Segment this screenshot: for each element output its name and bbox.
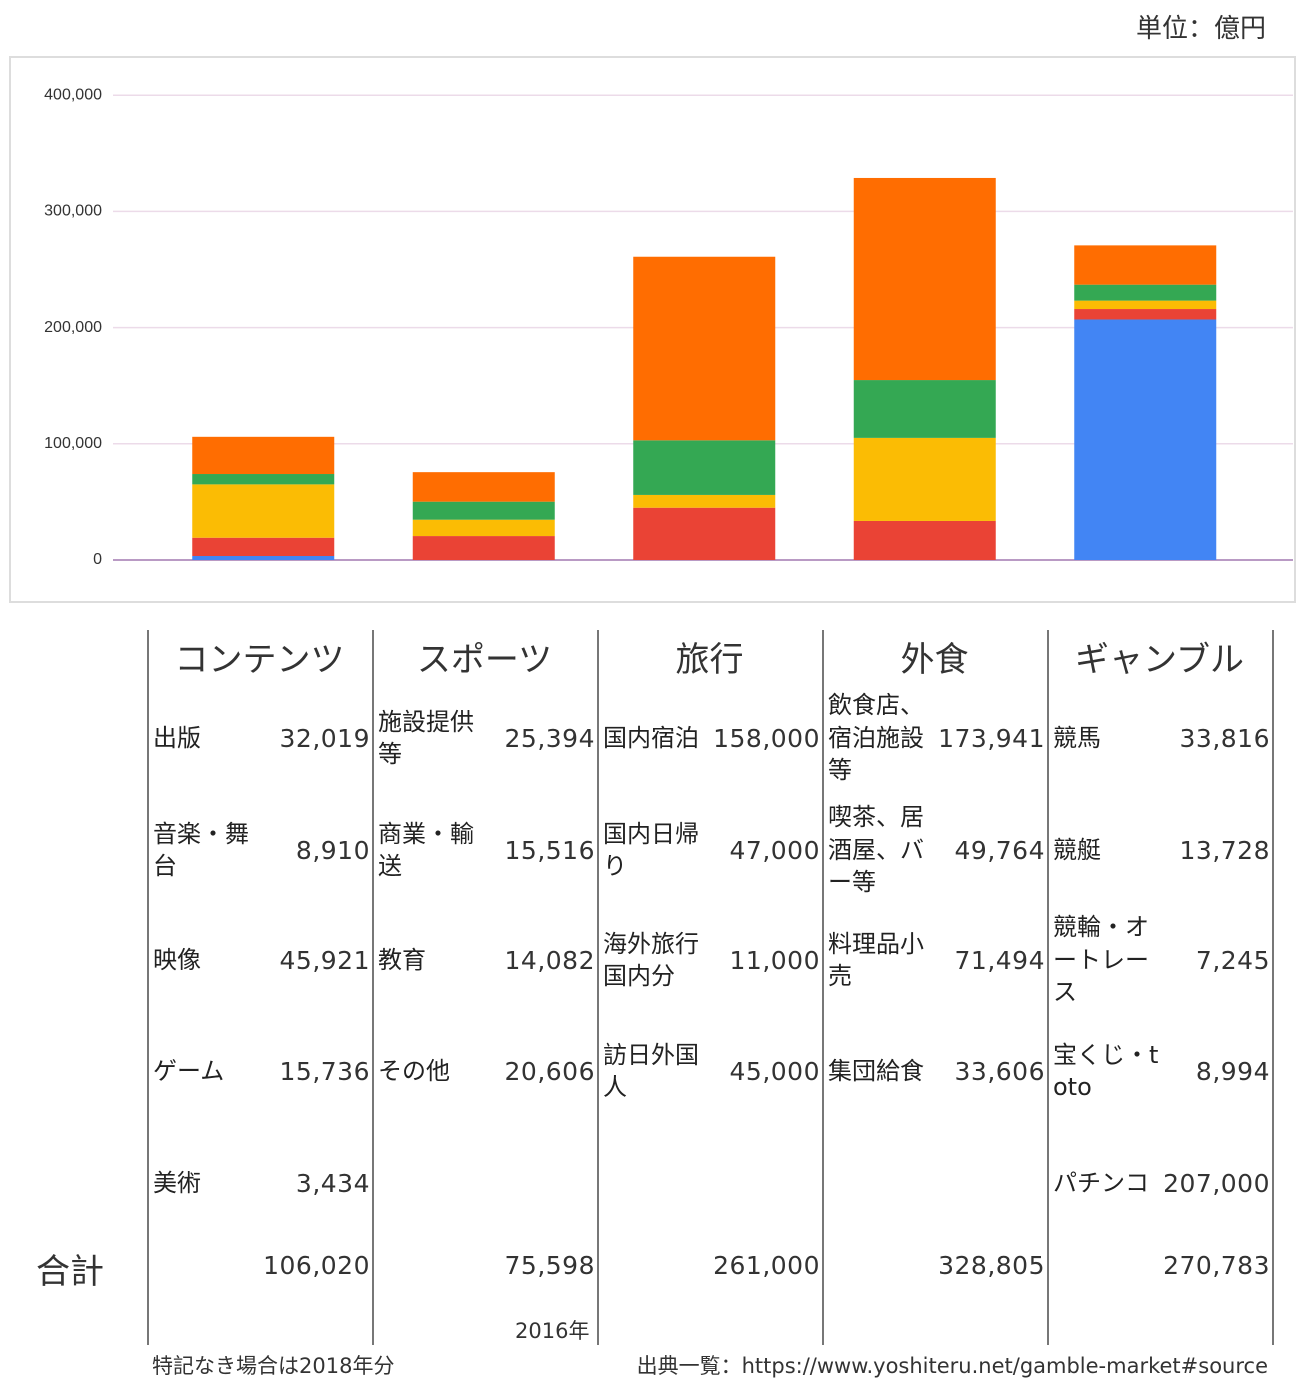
total-value: 75,598 xyxy=(504,1250,595,1280)
item-label: 商業・輸送 xyxy=(378,819,474,880)
column-divider xyxy=(372,630,374,1345)
bar-segment xyxy=(1074,284,1217,301)
column-divider xyxy=(1272,630,1274,1345)
y-tick-label: 200,000 xyxy=(44,319,102,336)
item-label: ゲーム xyxy=(153,1056,225,1085)
item-value: 20,606 xyxy=(504,1056,595,1086)
item-label: 料理品小売 xyxy=(828,929,924,990)
item-value: 33,816 xyxy=(1179,723,1270,753)
bar-segment xyxy=(1074,245,1217,285)
item-label: 集団給食 xyxy=(828,1056,924,1085)
item-label: 喫茶、居酒屋、バー等 xyxy=(828,803,924,897)
column-divider xyxy=(597,630,599,1345)
item-value: 158,000 xyxy=(713,723,820,753)
item-label: 海外旅行国内分 xyxy=(603,929,699,990)
item-value: 15,516 xyxy=(504,835,595,865)
bar-segment xyxy=(412,472,555,502)
column-divider xyxy=(1047,630,1049,1345)
bar-segment xyxy=(192,537,335,557)
y-tick-label: 300,000 xyxy=(44,203,102,220)
bar-segment xyxy=(192,556,335,560)
item-value: 45,000 xyxy=(729,1056,820,1086)
item-label: 施設提供等 xyxy=(378,707,474,768)
bar-segment xyxy=(1074,300,1217,310)
item-label: 国内宿泊 xyxy=(603,723,699,752)
bar-segment xyxy=(853,380,996,438)
bar-segment xyxy=(192,484,335,538)
item-value: 8,910 xyxy=(295,835,370,865)
bar-segment xyxy=(1074,319,1217,560)
item-label: 競馬 xyxy=(1053,723,1101,752)
item-value: 13,728 xyxy=(1179,835,1270,865)
column-header: ギャンブル xyxy=(1075,640,1244,680)
item-value: 49,764 xyxy=(954,835,1045,865)
bar-segment xyxy=(412,536,555,560)
item-label: 訪日外国人 xyxy=(603,1040,699,1101)
item-value: 47,000 xyxy=(729,835,820,865)
bar-segment xyxy=(633,440,776,495)
item-label: パチンコ xyxy=(1053,1168,1149,1197)
item-value: 7,245 xyxy=(1195,945,1270,975)
bar-segment xyxy=(633,494,776,508)
item-label: 国内日帰り xyxy=(603,819,699,880)
bar-segment xyxy=(853,520,996,560)
bar-segment xyxy=(1074,309,1217,320)
column-header: 旅行 xyxy=(675,640,744,680)
bar-segment xyxy=(853,437,996,521)
item-label: 宝くじ・toto xyxy=(1053,1040,1159,1101)
item-label: 飲食店、宿泊施設等 xyxy=(828,691,924,785)
item-label: 音楽・舞台 xyxy=(153,819,249,880)
column-divider xyxy=(822,630,824,1345)
item-value: 11,000 xyxy=(729,945,820,975)
total-value: 270,783 xyxy=(1163,1250,1270,1280)
bar-segment xyxy=(633,507,776,560)
source-note: 出典一覧：https://www.yoshiteru.net/gamble-ma… xyxy=(636,1354,1268,1378)
item-value: 173,941 xyxy=(938,723,1045,753)
bar-segment xyxy=(192,436,335,475)
item-value: 15,736 xyxy=(279,1056,370,1086)
bar-segment xyxy=(633,256,776,441)
item-value: 33,606 xyxy=(954,1056,1045,1086)
bar-segment xyxy=(412,519,555,537)
item-value: 3,434 xyxy=(295,1168,370,1198)
column-divider xyxy=(147,630,149,1345)
item-label: 教育 xyxy=(378,945,426,974)
column-header: スポーツ xyxy=(416,640,553,680)
y-tick-label: 0 xyxy=(93,551,102,568)
item-value: 32,019 xyxy=(279,723,370,753)
y-tick-label: 400,000 xyxy=(44,86,102,103)
unit-label: 単位：億円 xyxy=(1135,14,1266,44)
year-note: 2016年 xyxy=(515,1319,590,1343)
item-value: 71,494 xyxy=(954,945,1045,975)
item-value: 207,000 xyxy=(1163,1168,1270,1198)
item-label: 競輪・オートレース xyxy=(1053,913,1149,1007)
column-header: 外食 xyxy=(900,640,969,680)
item-label: その他 xyxy=(378,1056,450,1085)
column-header: コンテンツ xyxy=(174,640,345,680)
footnote: 特記なき場合は2018年分 xyxy=(152,1354,395,1378)
item-value: 25,394 xyxy=(504,723,595,753)
item-label: 映像 xyxy=(153,945,201,974)
total-label: 合計 xyxy=(36,1252,104,1292)
item-label: 美術 xyxy=(153,1168,201,1197)
item-value: 14,082 xyxy=(504,945,595,975)
bar-segment xyxy=(412,501,555,520)
item-value: 8,994 xyxy=(1195,1056,1270,1086)
total-value: 106,020 xyxy=(263,1250,370,1280)
item-value: 45,921 xyxy=(279,945,370,975)
chart: 0 100,000 200,000 300,000 400,000 xyxy=(9,56,1296,603)
bar-segment xyxy=(853,177,996,381)
item-label: 出版 xyxy=(153,723,201,752)
item-label: 競艇 xyxy=(1053,835,1101,864)
total-value: 261,000 xyxy=(713,1250,820,1280)
total-value: 328,805 xyxy=(938,1250,1045,1280)
y-tick-label: 100,000 xyxy=(44,435,102,452)
bar-segment xyxy=(192,474,335,485)
